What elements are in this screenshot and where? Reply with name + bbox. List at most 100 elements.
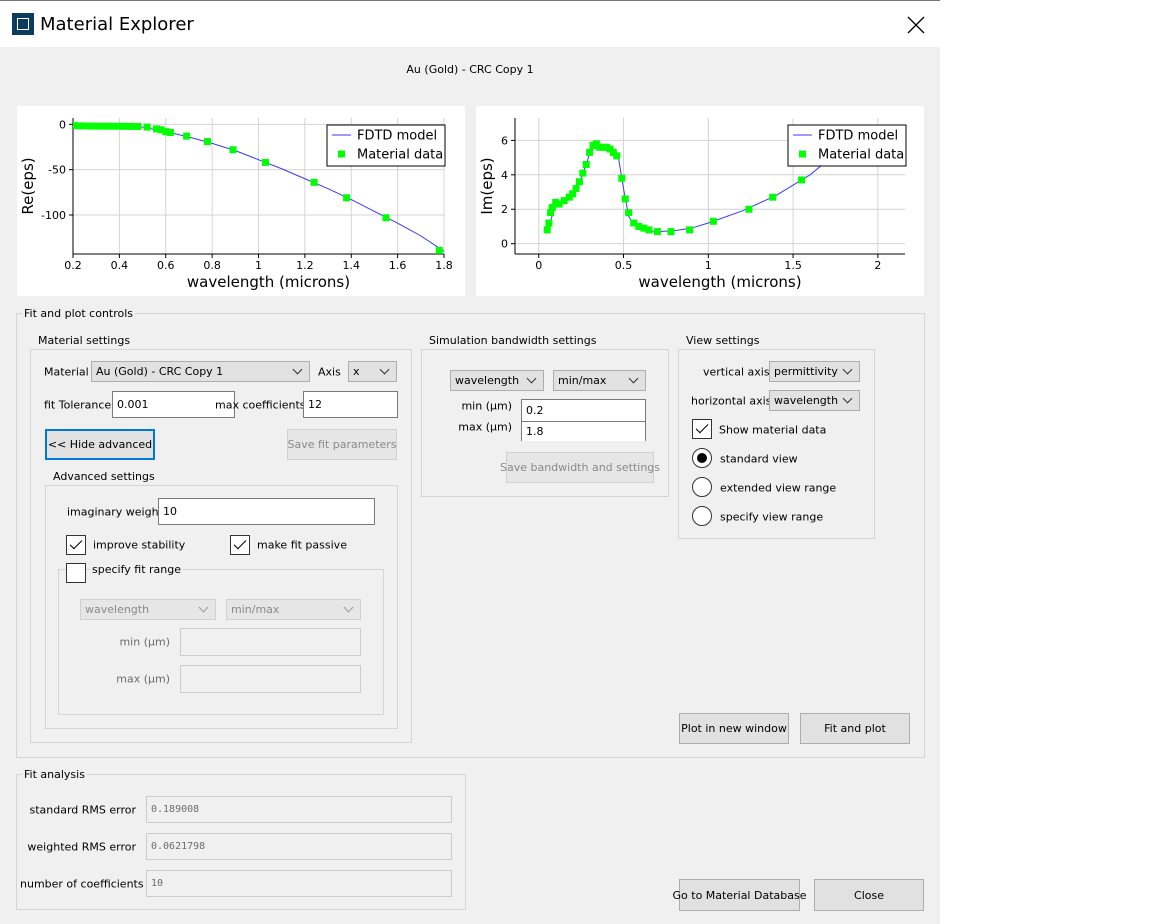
- data-marker: [640, 224, 648, 232]
- go-to-material-database-button[interactable]: Go to Material Database: [673, 879, 806, 911]
- x-tick-label: 1.2: [296, 259, 314, 272]
- group-box: [45, 485, 398, 729]
- bandwidth-min-input[interactable]: 0.2: [521, 399, 646, 422]
- material-select[interactable]: Au (Gold) - CRC Copy 1: [91, 361, 310, 382]
- label: Axis: [318, 365, 341, 379]
- data-marker: [73, 122, 79, 130]
- group-box: [58, 569, 384, 715]
- imaginary-weight-input[interactable]: 10: [158, 498, 375, 525]
- checkbox[interactable]: [66, 535, 86, 555]
- data-marker: [162, 128, 170, 136]
- max-coefficients-input[interactable]: 12: [303, 391, 398, 418]
- label: number of coefficients: [20, 877, 144, 891]
- label: specify view range: [720, 510, 824, 524]
- y-tick-label: 0: [501, 238, 508, 251]
- x-tick-label: 0.6: [157, 259, 175, 272]
- data-marker: [166, 129, 174, 137]
- group-title: specify fit range: [90, 563, 183, 576]
- axis-select[interactable]: x: [348, 361, 397, 382]
- data-marker: [630, 219, 638, 227]
- legend-box: [326, 124, 446, 167]
- hide-advanced-button[interactable]: << Hide advanced: [45, 429, 155, 460]
- data-marker: [92, 122, 100, 130]
- data-marker: [635, 222, 643, 230]
- group-title: Fit analysis: [22, 768, 87, 781]
- close-icon[interactable]: [906, 15, 926, 35]
- label: standard RMS error: [29, 803, 136, 817]
- data-marker: [106, 122, 114, 130]
- data-marker: [183, 132, 191, 140]
- horizontal-axis-select[interactable]: wavelength: [769, 390, 860, 411]
- data-marker: [769, 193, 777, 201]
- legend-box: [787, 124, 907, 167]
- group-box: [421, 349, 669, 497]
- x-tick-label: 0.4: [111, 259, 129, 272]
- label: imaginary weight: [67, 505, 163, 519]
- radio-button[interactable]: [692, 448, 712, 468]
- checkbox[interactable]: [692, 419, 712, 439]
- bandwidth-mode-select[interactable]: min/max: [553, 370, 646, 391]
- data-marker: [229, 146, 237, 154]
- y-tick-label: 2: [501, 203, 508, 216]
- label: extended view range: [720, 481, 837, 495]
- data-marker: [745, 205, 753, 213]
- data-marker: [134, 123, 142, 131]
- x-axis-label: wavelength (microns): [638, 273, 801, 291]
- data-marker: [579, 169, 587, 177]
- data-marker: [152, 125, 160, 133]
- bandwidth-max-input[interactable]: 1.8: [521, 421, 646, 441]
- x-tick-label: 0: [535, 259, 542, 272]
- data-marker: [120, 122, 128, 130]
- legend-swatch: [338, 150, 345, 158]
- chart: 0.2 0.4 0.6 0.8 1 1.2 1.4 1.6 1.8 0 -50 -100 wavelen…: [17, 106, 465, 296]
- fit-tolerance-input[interactable]: 0.001: [112, 391, 235, 418]
- checkbox[interactable]: [230, 535, 250, 555]
- checkbox[interactable]: [66, 563, 86, 583]
- y-tick-label: -50: [48, 164, 66, 177]
- range-unit-select: wavelength: [80, 599, 216, 620]
- label: max coefficients: [215, 398, 306, 412]
- data-marker: [625, 209, 633, 217]
- label: min (µm): [119, 635, 170, 649]
- group-title: Advanced settings: [51, 470, 157, 483]
- data-marker: [560, 197, 568, 205]
- material-explorer-window: Material Explorer Au (Gold) - CRC Copy 1…: [0, 0, 940, 924]
- x-tick-label: 1.4: [343, 259, 361, 272]
- save-fit-parameters-button[interactable]: Save fit parameters: [287, 429, 397, 460]
- group-title: Fit and plot controls: [22, 307, 136, 320]
- vertical-axis-select[interactable]: permittivity: [769, 361, 860, 382]
- data-marker: [667, 228, 675, 236]
- data-marker: [569, 190, 577, 198]
- data-marker: [555, 200, 563, 208]
- data-marker: [621, 195, 629, 203]
- bandwidth-unit-select[interactable]: wavelength: [450, 370, 544, 391]
- x-axis-label: wavelength (microns): [187, 273, 350, 291]
- data-marker: [310, 178, 318, 186]
- data-marker: [645, 226, 653, 234]
- number-of-coefficients-field: 10: [146, 870, 452, 897]
- plot-area: [543, 140, 845, 236]
- data-marker: [653, 228, 661, 236]
- data-marker: [382, 214, 390, 222]
- x-tick-label: 1.5: [784, 259, 802, 272]
- x-tick-label: 1.6: [389, 259, 407, 272]
- legend-label: FDTD model: [357, 129, 437, 144]
- x-tick-label: 1: [255, 259, 262, 272]
- x-tick-label: 0.2: [64, 259, 82, 272]
- legend-label: FDTD model: [818, 129, 898, 144]
- radio-button[interactable]: [692, 506, 712, 526]
- plot-in-new-window-button[interactable]: Plot in new window: [679, 713, 789, 744]
- radio-button[interactable]: [692, 477, 712, 497]
- fit-and-plot-button[interactable]: Fit and plot: [800, 713, 910, 744]
- plot-area: [73, 122, 444, 254]
- app-icon: [12, 13, 34, 35]
- close-button[interactable]: Close: [814, 879, 924, 911]
- group-box: [16, 313, 925, 758]
- group-title: Simulation bandwidth settings: [427, 334, 599, 347]
- label: min (µm): [461, 399, 512, 413]
- save-bandwidth-button[interactable]: Save bandwidth and settings: [500, 452, 660, 483]
- legend-swatch: [799, 150, 806, 158]
- label: vertical axis: [703, 365, 770, 379]
- group-title: View settings: [684, 334, 762, 347]
- y-axis-label: Re(eps): [19, 157, 37, 214]
